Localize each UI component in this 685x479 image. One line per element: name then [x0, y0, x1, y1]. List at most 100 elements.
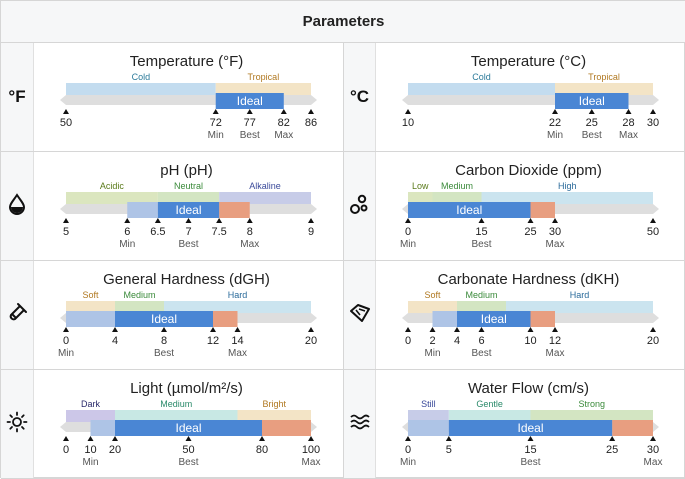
- tick-sub-label: Max: [228, 348, 247, 359]
- zone-band: [237, 410, 311, 422]
- ideal-label: Ideal: [481, 312, 507, 326]
- gauge-title: Water Flow (cm/s): [468, 380, 589, 397]
- tick-marker: [308, 218, 314, 223]
- table-row: General Hardness (dGH) Soft Medium Hard Idea…: [1, 261, 685, 370]
- zone-label: Medium: [441, 181, 473, 191]
- tolerance-high-band: [530, 202, 555, 218]
- parameter-icon-cell: °F: [1, 43, 34, 151]
- tick-marker: [588, 109, 595, 114]
- zone-band: [506, 301, 653, 313]
- parameter-icon-cell: [1, 370, 34, 478]
- gauge-title: General Hardness (dGH): [103, 271, 270, 288]
- ideal-band: [215, 93, 284, 109]
- tick-marker: [185, 218, 192, 223]
- gauge-svg: Carbonate Hardness (dKH) Soft Medium Hard Id…: [402, 271, 659, 359]
- parameter-gauge: pH (pH) Acidic Neutral Alkaline Ideal 5 6 Min 6.…: [34, 152, 343, 260]
- zone-label: Still: [421, 399, 436, 409]
- zone-band: [432, 192, 482, 204]
- tick-label: 77: [244, 117, 256, 129]
- zone-label: Alkaline: [249, 181, 281, 191]
- sun-icon: [6, 411, 28, 438]
- tick-sub-label: Best: [520, 457, 540, 468]
- tick-label: 14: [231, 335, 243, 347]
- zone-band: [66, 192, 158, 204]
- tick-marker: [112, 327, 118, 332]
- tick-sub-label: Best: [154, 348, 174, 359]
- tick-marker: [280, 109, 287, 114]
- zone-band: [408, 192, 433, 204]
- zone-band: [408, 301, 457, 313]
- tick-marker: [527, 327, 534, 332]
- tick-sub-label: Max: [546, 239, 565, 250]
- tick-label: 20: [109, 444, 121, 456]
- tick-label: 25: [524, 226, 536, 238]
- tick-sub-label: Min: [547, 130, 563, 141]
- tick-marker: [454, 327, 460, 332]
- tick-sub-label: Min: [119, 239, 135, 250]
- test-tube-icon: [6, 302, 28, 329]
- tick-marker: [216, 218, 223, 223]
- parameter-icon-cell: [343, 370, 376, 478]
- zone-label: Tropical: [248, 72, 280, 82]
- tick-label: 12: [207, 335, 219, 347]
- ideal-band: [115, 420, 262, 436]
- zone-label: Dark: [81, 399, 101, 409]
- tick-sub-label: Max: [619, 130, 638, 141]
- tick-marker: [429, 327, 436, 332]
- tick-label: 30: [647, 117, 659, 129]
- tick-marker: [234, 327, 241, 332]
- tick-marker: [625, 109, 632, 114]
- tick-label: 82: [278, 117, 290, 129]
- tick-label: 12: [549, 335, 561, 347]
- tolerance-high-band: [530, 311, 555, 327]
- fahrenheit-icon: °F: [8, 87, 26, 106]
- tick-label: 30: [549, 226, 561, 238]
- parameter-icon-cell: [343, 152, 376, 260]
- zone-label: Hard: [228, 290, 248, 300]
- gauge-svg: General Hardness (dGH) Soft Medium Hard Idea…: [58, 271, 317, 359]
- tick-sub-label: Best: [582, 130, 602, 141]
- zone-label: Low: [412, 181, 429, 191]
- tick-label: 20: [647, 335, 659, 347]
- parameter-icon-cell: °C: [343, 43, 376, 151]
- tolerance-low-band: [90, 420, 115, 436]
- tick-label: 25: [586, 117, 598, 129]
- tick-marker: [161, 327, 167, 332]
- tick-label: 9: [308, 226, 314, 238]
- tick-sub-label: Min: [82, 457, 98, 468]
- tick-marker: [405, 436, 411, 441]
- tick-marker: [478, 327, 485, 332]
- tolerance-high-band: [213, 311, 238, 327]
- zone-band: [115, 410, 238, 422]
- tick-label: 7.5: [211, 226, 226, 238]
- zone-band: [66, 410, 115, 422]
- zone-band: [408, 83, 555, 95]
- zone-band: [219, 192, 311, 204]
- gauge-title: Light (µmol/m²/s): [130, 380, 243, 397]
- gauge-svg: Temperature (°C) Cold Tropical Ideal 10 22Min…: [402, 53, 659, 141]
- tick-marker: [112, 436, 118, 441]
- tick-sub-label: Max: [274, 130, 293, 141]
- tick-sub-label: Best: [240, 130, 260, 141]
- zone-band: [115, 301, 164, 313]
- tick-label: 0: [63, 335, 69, 347]
- tolerance-high-band: [262, 420, 311, 436]
- tick-marker: [552, 109, 558, 114]
- tick-marker: [552, 327, 558, 332]
- tick-label: 0: [63, 444, 69, 456]
- tick-marker: [63, 109, 69, 114]
- tick-marker: [650, 327, 656, 332]
- tick-marker: [478, 218, 485, 223]
- zone-band: [66, 83, 216, 95]
- tick-marker: [185, 436, 192, 441]
- tick-sub-label: Max: [644, 457, 663, 468]
- tick-marker: [212, 109, 219, 114]
- ideal-label: Ideal: [579, 94, 605, 108]
- tick-marker: [63, 218, 69, 223]
- gauge-svg: Light (µmol/m²/s) Dark Medium Bright Ideal 0 1…: [60, 380, 320, 468]
- tick-marker: [63, 436, 69, 441]
- tick-marker: [650, 436, 656, 441]
- table-row: pH (pH) Acidic Neutral Alkaline Ideal 5 6 Min 6.…: [1, 152, 685, 261]
- tick-sub-label: Min: [400, 457, 416, 468]
- tolerance-low-band: [127, 202, 158, 218]
